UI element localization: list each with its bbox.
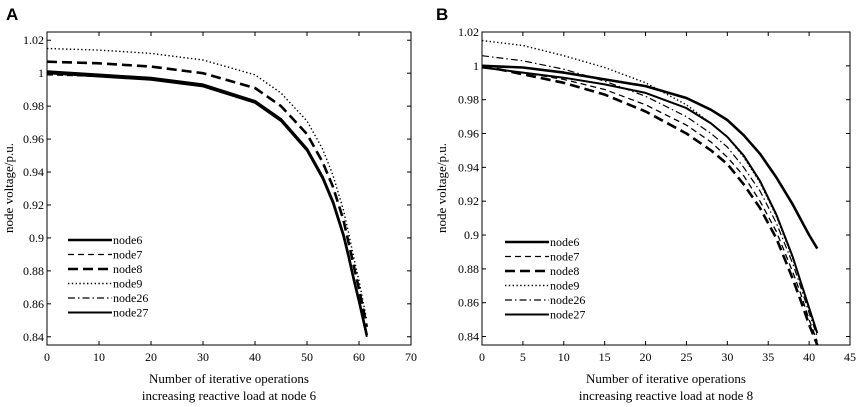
x-tick-label: 30 — [197, 350, 209, 364]
panel-b-plot-frame — [481, 31, 851, 346]
x-tick-label: 35 — [762, 350, 774, 364]
y-tick-label: 0.92 — [23, 198, 44, 212]
legend-label-node27: node27 — [113, 306, 148, 320]
series-line-node27 — [482, 66, 819, 334]
x-tick-label: 0 — [44, 350, 50, 364]
panel-a-x-label: Number of iterative operations — [149, 371, 309, 386]
x-tick-label: 10 — [558, 350, 570, 364]
panel-b-y-ticks: 0.84 0.86 0.88 0.9 0.92 0.94 0.96 0.98 1 1.02 — [458, 25, 850, 344]
y-tick-label: 0.94 — [23, 165, 44, 179]
panel-a-x-ticks: 0 10 20 30 40 50 60 70 — [44, 32, 417, 364]
series-line-node7 — [47, 74, 368, 337]
x-tick-label: 25 — [680, 350, 692, 364]
legend-label-node6: node6 — [113, 233, 142, 247]
series-line-node6 — [482, 64, 819, 250]
y-tick-label: 0.88 — [458, 262, 479, 276]
x-tick-label: 60 — [353, 350, 365, 364]
x-tick-label: 20 — [640, 350, 652, 364]
y-tick-label: 0.84 — [23, 330, 44, 344]
series-line-node26 — [482, 55, 818, 337]
x-tick-label: 40 — [249, 350, 261, 364]
y-tick-label: 0.96 — [23, 132, 44, 146]
y-tick-label: 0.94 — [458, 160, 479, 174]
series-line-node9 — [47, 47, 368, 321]
panel-b-x-ticks: 0 5 10 15 20 25 30 35 40 45 — [479, 32, 856, 364]
legend-label-node7: node7 — [550, 250, 579, 264]
y-tick-label: 1 — [38, 66, 44, 80]
y-tick-label: 0.86 — [458, 296, 479, 310]
panel-a-y-label: node voltage/p.u. — [1, 143, 16, 233]
legend-label-node7: node7 — [113, 248, 142, 262]
series-line-node8 — [482, 64, 819, 345]
series-line-node27 — [47, 72, 368, 338]
series-line-node26 — [47, 72, 368, 337]
legend-label-node26: node26 — [113, 291, 148, 305]
legend-label-node8: node8 — [550, 264, 579, 278]
legend-label-node9: node9 — [550, 279, 579, 293]
legend-label-node6: node6 — [550, 235, 579, 249]
x-tick-label: 15 — [599, 350, 611, 364]
panel-b-x-label-2: increasing reactive load at node 8 — [579, 388, 753, 403]
panel-b-x-label: Number of iterative operations — [586, 371, 746, 386]
x-tick-label: 30 — [721, 350, 733, 364]
x-tick-label: 50 — [301, 350, 313, 364]
legend-label-node8: node8 — [113, 262, 142, 276]
panel-a: A 0 10 20 30 40 50 60 70 0.84 0.86 0.88 0.9 0.92 0.9… — [1, 5, 417, 403]
y-tick-label: 1.02 — [23, 33, 44, 47]
panel-b-series — [482, 39, 819, 345]
x-tick-label: 5 — [520, 350, 526, 364]
series-line-node7 — [482, 66, 818, 342]
x-tick-label: 0 — [479, 350, 485, 364]
panel-b: B 0 5 10 15 20 25 30 35 40 45 0.84 0.86 0.88 0.9 0.92… — [434, 5, 856, 403]
y-tick-label: 0.98 — [458, 93, 479, 107]
panel-b-letter: B — [436, 5, 448, 24]
panel-b-y-label: node voltage/p.u. — [434, 143, 449, 233]
panel-a-x-label-2: increasing reactive load at node 6 — [142, 388, 317, 403]
panel-a-letter: A — [6, 5, 18, 24]
series-line-node9 — [482, 39, 818, 334]
y-tick-label: 0.92 — [458, 194, 479, 208]
panel-a-plot-frame — [46, 31, 412, 346]
y-tick-label: 0.98 — [23, 99, 44, 113]
x-tick-label: 70 — [405, 350, 417, 364]
y-tick-label: 0.84 — [458, 330, 479, 344]
x-tick-label: 20 — [145, 350, 157, 364]
panel-a-series — [47, 47, 369, 338]
panel-a-y-ticks: 0.84 0.86 0.88 0.9 0.92 0.94 0.96 0.98 1 1.02 — [23, 33, 411, 344]
x-tick-label: 45 — [844, 350, 856, 364]
x-tick-label: 10 — [93, 350, 105, 364]
y-tick-label: 0.9 — [464, 228, 479, 242]
series-line-node8 — [47, 60, 369, 328]
y-tick-label: 1.02 — [458, 25, 479, 39]
legend-label-node26: node26 — [550, 293, 585, 307]
y-tick-label: 0.88 — [23, 264, 44, 278]
y-tick-label: 0.86 — [23, 297, 44, 311]
y-tick-label: 1 — [473, 59, 479, 73]
y-tick-label: 0.96 — [458, 127, 479, 141]
series-line-node6 — [47, 70, 369, 336]
x-tick-label: 40 — [803, 350, 815, 364]
legend-label-node27: node27 — [550, 308, 585, 322]
legend-label-node9: node9 — [113, 277, 142, 291]
y-tick-label: 0.9 — [29, 231, 44, 245]
